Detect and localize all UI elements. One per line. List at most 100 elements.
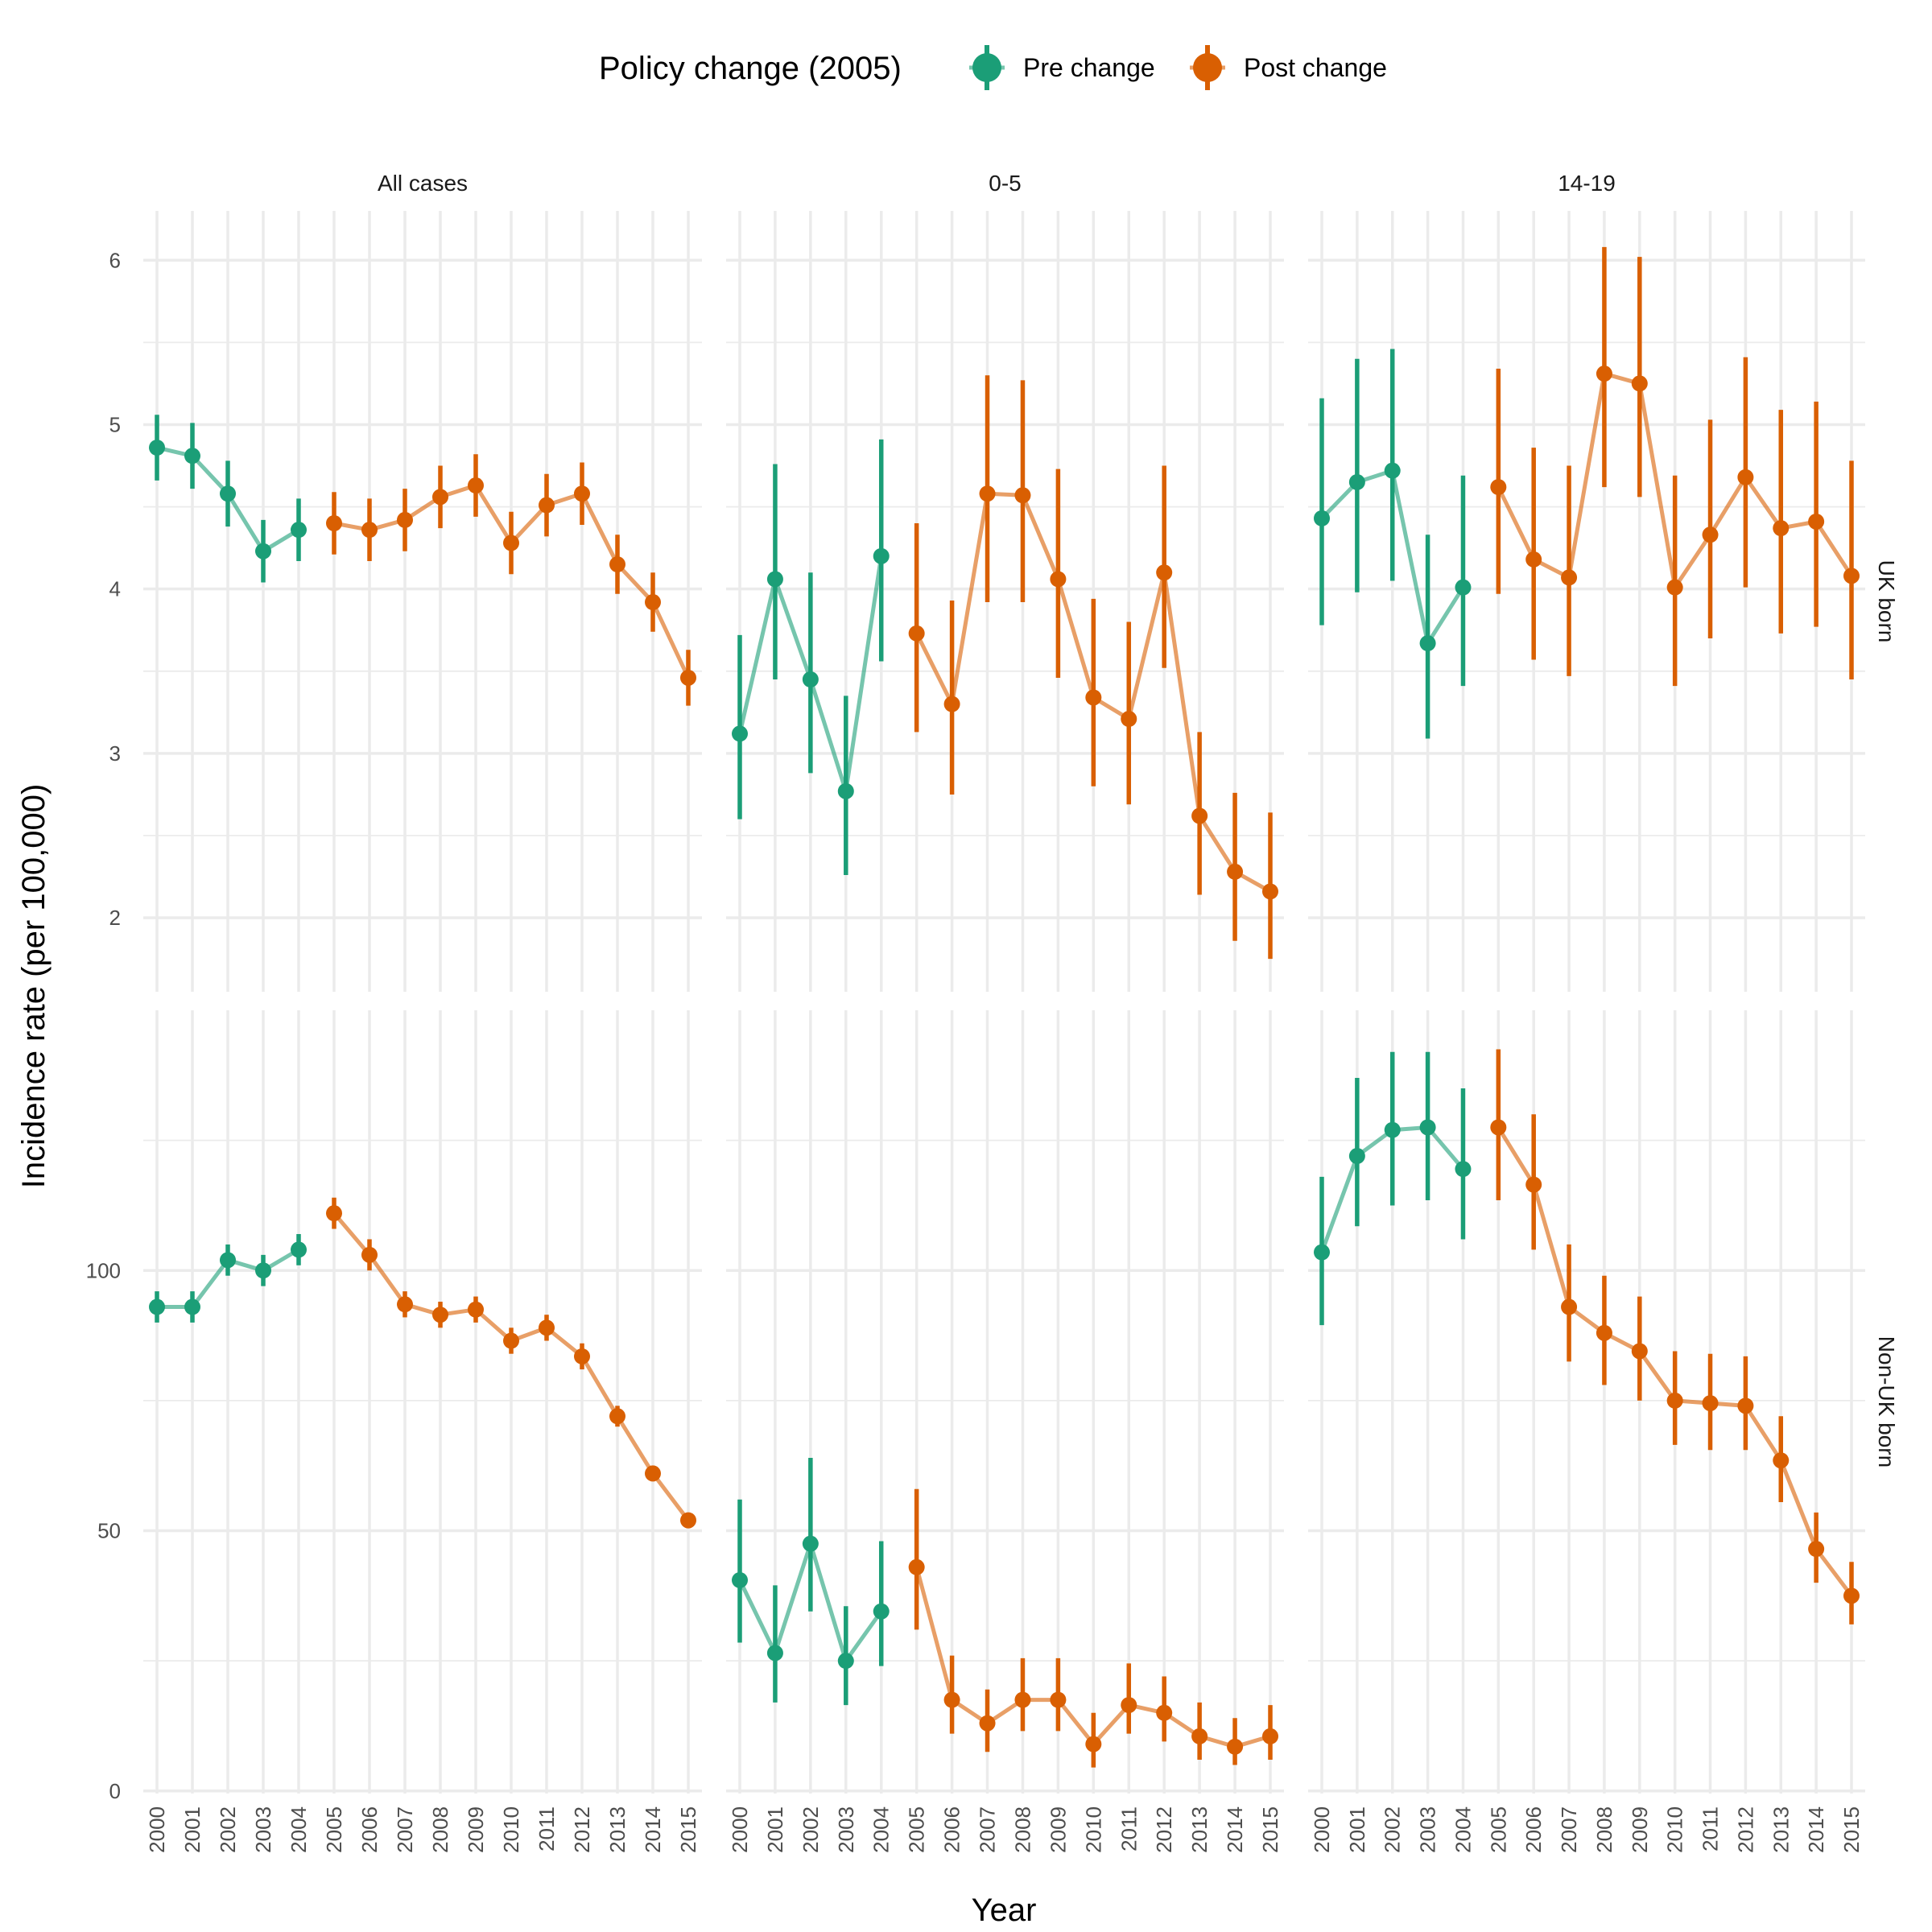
data-point	[1384, 462, 1401, 479]
y-tick-label: 4	[109, 577, 121, 601]
data-point	[539, 497, 555, 514]
data-point	[802, 671, 819, 687]
data-point	[1314, 1244, 1330, 1261]
data-point	[1808, 1541, 1825, 1558]
data-point	[326, 515, 342, 531]
legend-label-pre-change: Pre change	[1023, 53, 1155, 82]
data-point	[837, 1653, 854, 1670]
x-tick-label: 2002	[1381, 1806, 1405, 1853]
data-point	[1455, 579, 1472, 596]
x-tick-label: 2011	[535, 1806, 559, 1852]
grid-layer	[143, 211, 1865, 1794]
data-point	[1773, 520, 1790, 537]
x-tick-label: 2004	[287, 1806, 311, 1853]
data-point	[468, 477, 484, 494]
panel-non-uk-born-0-5	[732, 1458, 1278, 1768]
data-point	[1561, 569, 1578, 586]
data-point	[1702, 526, 1719, 543]
data-point	[539, 1319, 555, 1336]
y-tick-label: 0	[109, 1779, 121, 1803]
panel-uk-born-all-cases	[149, 415, 696, 706]
x-tick-label: 2001	[763, 1806, 787, 1853]
legend-label-post-change: Post change	[1244, 53, 1387, 82]
data-point	[1525, 551, 1542, 568]
panel-uk-born-14-19	[1314, 246, 1860, 739]
data-point	[1490, 1119, 1507, 1136]
data-point	[1631, 1343, 1648, 1360]
x-tick-label: 2014	[641, 1806, 665, 1853]
x-tick-label: 2001	[1345, 1806, 1369, 1853]
strip-label-uk-born: UK born	[1874, 560, 1899, 643]
data-point	[1666, 579, 1683, 596]
data-point	[1596, 365, 1612, 382]
x-tick-label: 2004	[1451, 1806, 1475, 1853]
strip-label-non-uk-born: Non-UK born	[1874, 1336, 1899, 1468]
data-point	[432, 489, 448, 506]
data-point	[873, 547, 890, 564]
x-tick-label: 2008	[1592, 1806, 1616, 1853]
x-tick-label: 2010	[1081, 1806, 1105, 1853]
data-point	[1121, 711, 1137, 728]
data-point	[1014, 1691, 1031, 1708]
axes-layer: 2 3 4 5 6 0 50 100 2000 2001 2002 2003 2004 2005 2006 2…	[86, 171, 1899, 1853]
data-point	[645, 1465, 661, 1482]
x-tick-label: 2002	[216, 1806, 240, 1853]
x-tick-label: 2000	[145, 1806, 169, 1853]
data-point	[1014, 487, 1031, 504]
x-tick-label: 2012	[570, 1806, 594, 1853]
data-point	[1843, 568, 1860, 584]
x-tick-label: 2009	[1046, 1806, 1070, 1853]
x-tick-label: 2015	[1839, 1806, 1864, 1853]
data-point	[908, 625, 925, 642]
x-tick-label: 2007	[393, 1806, 417, 1853]
data-point	[979, 1715, 996, 1732]
x-tick-label: 2012	[1733, 1806, 1757, 1853]
x-tick-label: 2014	[1223, 1806, 1247, 1853]
data-point	[766, 571, 783, 588]
y-tick-label: 3	[109, 741, 121, 766]
data-point	[943, 1691, 960, 1708]
data-point	[1262, 883, 1278, 900]
x-tick-label: 2000	[728, 1806, 752, 1853]
data-point	[1191, 1728, 1208, 1744]
data-point	[574, 1348, 590, 1364]
legend-key-post-change	[1190, 45, 1225, 90]
data-point	[1085, 689, 1102, 706]
data-point	[1490, 479, 1507, 496]
legend: Policy change (2005) Pre change Post chang…	[599, 45, 1387, 90]
x-tick-label: 2000	[1310, 1806, 1334, 1853]
data-point	[1314, 510, 1330, 526]
data-point	[1227, 1738, 1244, 1755]
data-point	[574, 485, 590, 502]
data-point	[149, 1298, 165, 1315]
data-point	[766, 1645, 783, 1662]
x-tick-label: 2014	[1804, 1806, 1828, 1853]
data-point	[184, 448, 200, 464]
x-axis-title: Year	[972, 1893, 1037, 1928]
legend-key-point	[1193, 53, 1222, 82]
data-point	[397, 511, 413, 528]
x-tick-label: 2007	[1557, 1806, 1581, 1853]
y-tick-label: 100	[86, 1258, 121, 1282]
data-point	[149, 440, 165, 456]
y-tick-label: 50	[97, 1519, 121, 1543]
data-point	[873, 1603, 890, 1620]
data-point	[802, 1535, 819, 1552]
x-tick-label: 2013	[605, 1806, 630, 1853]
data-point	[1419, 1119, 1436, 1136]
x-tick-label: 2006	[940, 1806, 964, 1853]
data-point	[1262, 1728, 1278, 1744]
x-tick-label: 2010	[1663, 1806, 1687, 1853]
data-point	[432, 1307, 448, 1323]
x-tick-label: 2007	[976, 1806, 1000, 1853]
strip-label-all-cases: All cases	[378, 171, 468, 196]
data-point	[1525, 1176, 1542, 1193]
data-point	[255, 1262, 271, 1279]
x-tick-label: 2004	[869, 1806, 894, 1853]
data-point	[468, 1301, 484, 1318]
x-tick-label: 2011	[1699, 1806, 1723, 1852]
data-point	[1348, 473, 1365, 490]
data-point	[1348, 1148, 1365, 1165]
